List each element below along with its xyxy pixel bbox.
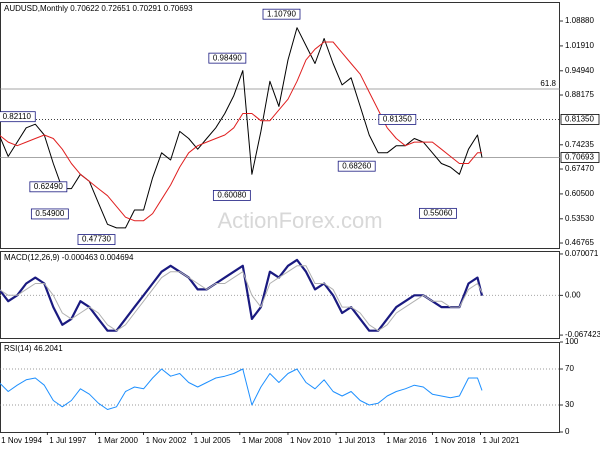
x-tick-label: 1 Mar 2000 <box>97 436 138 445</box>
price-label: 0.98490 <box>213 53 242 62</box>
price-label-box <box>29 181 68 193</box>
x-tick-label: 1 Nov 2010 <box>290 436 331 445</box>
price-label: 0.47730 <box>82 235 111 244</box>
y-tick-label: 0.67470 <box>565 164 594 173</box>
price-label-box <box>208 52 247 64</box>
x-tick-label: 1 Nov 2002 <box>146 436 187 445</box>
y-tick-label: 1.01910 <box>565 41 594 50</box>
price-label: 0.81350 <box>383 115 412 124</box>
price-label-box <box>0 111 36 123</box>
panel-title: RSI(14) 46.2041 <box>4 344 63 353</box>
level-marker <box>560 152 600 163</box>
price-label-box <box>337 160 376 172</box>
panel-title: AUDUSD,Monthly 0.70622 0.72651 0.70291 0… <box>4 4 193 13</box>
x-tick-label: 1 Jul 1997 <box>49 436 86 445</box>
level-label: 0.70693 <box>565 153 594 162</box>
price-label-box <box>419 207 457 219</box>
price-label: 0.62490 <box>34 182 63 191</box>
y-tick-label: 0.46765 <box>565 238 594 247</box>
x-tick-label: 1 Nov 1994 <box>1 436 42 445</box>
series-line <box>0 368 483 410</box>
y-tick-label: 1.08880 <box>565 16 594 25</box>
x-tick-label: 1 Jul 2021 <box>483 436 520 445</box>
series-line <box>0 41 482 222</box>
y-tick-label: -0.067423 <box>565 330 600 339</box>
panel-frame <box>0 2 560 249</box>
price-label-box <box>212 190 251 201</box>
y-tick-label: 70 <box>565 364 574 373</box>
watermark: ActionForex.com <box>217 208 382 233</box>
price-label: 0.55060 <box>423 208 452 217</box>
level-label: 61.8 <box>540 79 556 88</box>
level-marker <box>560 114 600 125</box>
y-tick-label: 0.53530 <box>565 214 594 223</box>
y-tick-label: 0.88175 <box>565 90 594 99</box>
x-tick-label: 1 Mar 2008 <box>242 436 283 445</box>
panel-frame <box>0 342 560 433</box>
panel-title: MACD(12,26,9) -0.000463 0.004694 <box>4 253 134 262</box>
y-tick-label: 30 <box>565 400 574 409</box>
x-tick-label: 1 Mar 2016 <box>386 436 427 445</box>
price-label-box <box>378 114 417 125</box>
y-tick-label: 0.60500 <box>565 189 594 198</box>
y-tick-label: 0 <box>565 427 570 436</box>
y-tick-label: 0.94940 <box>565 66 594 75</box>
price-label-box <box>30 208 69 220</box>
price-label: 0.60080 <box>217 191 246 200</box>
y-tick-label: 0.070071 <box>565 249 599 258</box>
price-label: 0.54900 <box>35 209 64 218</box>
x-tick-label: 1 Jul 2013 <box>338 436 375 445</box>
y-tick-label: 100 <box>565 337 579 346</box>
series-line <box>0 265 483 332</box>
price-label-box <box>262 8 301 20</box>
x-tick-label: 1 Jul 2005 <box>194 436 231 445</box>
x-tick-label: 1 Nov 2018 <box>434 436 475 445</box>
price-label: 0.82110 <box>3 112 32 121</box>
series-line <box>0 258 484 332</box>
y-tick-label: 0.00 <box>565 290 581 299</box>
price-label: 0.68260 <box>342 161 371 170</box>
price-label: 1.10790 <box>267 9 296 18</box>
price-label-box <box>77 234 116 245</box>
y-tick-label: 0.74235 <box>565 140 594 149</box>
level-label: 0.81350 <box>565 115 594 124</box>
